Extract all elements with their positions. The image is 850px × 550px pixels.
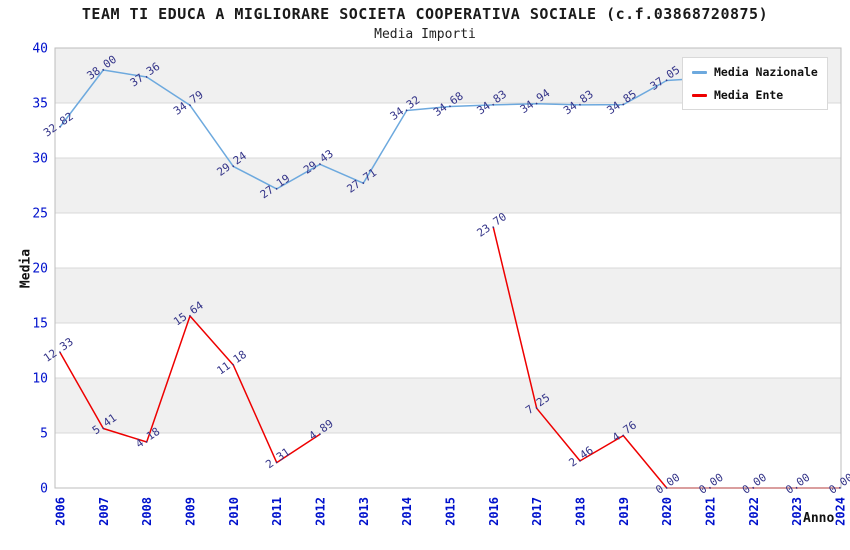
x-tick-label: 2010 (227, 497, 241, 526)
legend: Media Nazionale Media Ente (682, 57, 828, 110)
x-tick-label: 2006 (54, 497, 68, 526)
x-tick-label: 2017 (530, 497, 544, 526)
x-tick-label: 2009 (184, 497, 198, 526)
grid-band (55, 378, 841, 433)
legend-item-media-ente: Media Ente (692, 88, 818, 102)
y-axis-title: Media (18, 248, 34, 289)
y-tick-label: 15 (32, 317, 48, 332)
y-tick-label: 40 (32, 42, 48, 57)
x-tick-label: 2019 (617, 497, 631, 526)
y-tick-label: 25 (32, 207, 48, 222)
legend-item-media-nazionale: Media Nazionale (692, 65, 818, 79)
x-tick-label: 2014 (400, 497, 414, 526)
x-tick-label: 2015 (444, 497, 458, 526)
x-tick-label: 2020 (660, 497, 674, 526)
y-tick-label: 0 (40, 482, 48, 497)
legend-swatch-red (692, 93, 707, 97)
x-tick-label: 2012 (314, 497, 328, 526)
x-tick-label: 2018 (574, 497, 588, 526)
x-tick-label: 2021 (704, 497, 718, 526)
y-tick-label: 10 (32, 372, 48, 387)
series-line-media-nazionale (59, 69, 754, 190)
y-tick-label: 20 (32, 262, 48, 277)
legend-label: Media Nazionale (714, 65, 818, 79)
x-tick-label: 2024 (834, 497, 848, 526)
x-tick-label: 2013 (357, 497, 371, 526)
x-tick-label: 2008 (140, 497, 154, 526)
grid-band (55, 158, 841, 213)
legend-label: Media Ente (714, 88, 784, 102)
x-tick-label: 2007 (97, 497, 111, 526)
x-tick-label: 2016 (487, 497, 501, 526)
plot-border (54, 47, 842, 489)
grid-band (55, 268, 841, 323)
legend-swatch-blue (692, 70, 707, 74)
x-tick-label: 2011 (270, 497, 284, 526)
chart-title: TEAM TI EDUCA A MIGLIORARE SOCIETA COOPE… (81, 5, 769, 23)
x-axis-title: Anno (803, 511, 835, 526)
y-tick-label: 35 (32, 97, 48, 112)
x-tick-label: 2022 (747, 497, 761, 526)
y-tick-label: 30 (32, 152, 48, 167)
x-tick-label: 2023 (790, 497, 804, 526)
y-tick-label: 5 (40, 427, 48, 442)
chart-subtitle: Media Importi (374, 27, 476, 42)
